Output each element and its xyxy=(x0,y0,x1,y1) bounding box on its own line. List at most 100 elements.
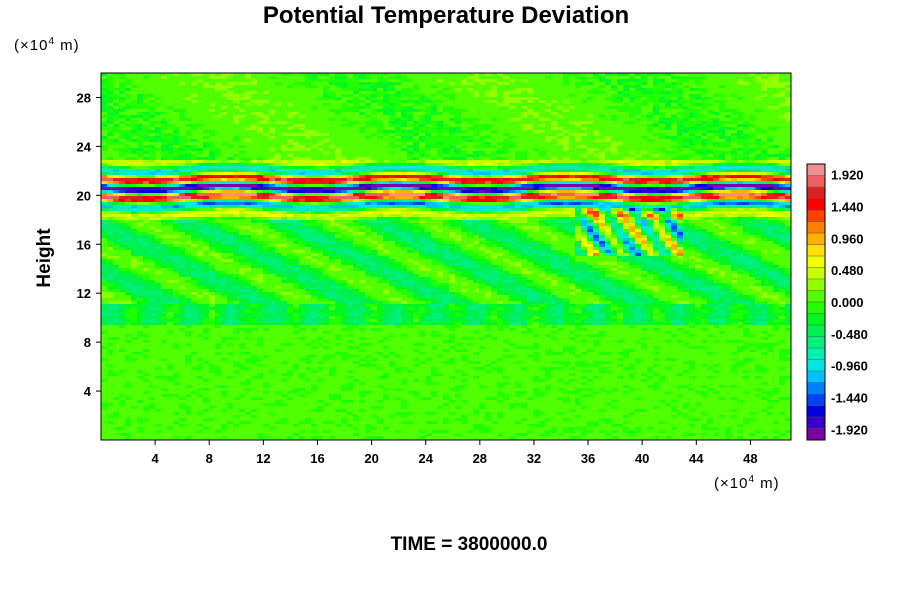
field-cell xyxy=(641,175,647,178)
field-cell xyxy=(161,163,167,166)
field-cell xyxy=(419,121,425,124)
field-cell xyxy=(449,154,455,157)
field-cell xyxy=(749,226,755,229)
field-cell xyxy=(401,223,407,226)
field-cell xyxy=(575,223,581,226)
field-cell xyxy=(353,232,359,235)
field-cell xyxy=(653,223,659,226)
field-cell xyxy=(521,193,527,196)
field-cell xyxy=(215,271,221,274)
field-cell xyxy=(287,229,293,232)
field-cell xyxy=(185,178,191,181)
field-cell xyxy=(737,259,743,262)
field-cell xyxy=(239,169,245,172)
field-cell xyxy=(449,175,455,178)
field-cell xyxy=(263,133,269,136)
field-cell xyxy=(503,142,509,145)
field-cell xyxy=(287,238,293,241)
field-cell xyxy=(725,172,731,175)
field-cell xyxy=(749,232,755,235)
field-cell xyxy=(107,172,113,175)
field-cell xyxy=(203,214,209,217)
field-cell xyxy=(107,91,113,94)
field-cell xyxy=(497,196,503,199)
field-cell xyxy=(677,187,683,190)
field-cell xyxy=(605,235,611,238)
field-cell xyxy=(569,169,575,172)
field-cell xyxy=(185,262,191,265)
field-cell xyxy=(239,172,245,175)
field-cell xyxy=(737,217,743,220)
field-cell xyxy=(101,226,107,229)
field-cell xyxy=(617,106,623,109)
field-cell xyxy=(629,190,635,193)
field-cell xyxy=(665,238,671,241)
field-cell xyxy=(389,220,395,223)
field-cell xyxy=(713,163,719,166)
field-cell xyxy=(695,202,701,205)
field-cell xyxy=(101,166,107,169)
field-cell xyxy=(629,247,635,250)
field-cell xyxy=(215,169,221,172)
field-cell xyxy=(377,100,383,103)
field-cell xyxy=(305,76,311,79)
field-cell xyxy=(485,166,491,169)
field-cell xyxy=(659,220,665,223)
field-cell xyxy=(173,208,179,211)
field-cell xyxy=(131,181,137,184)
field-cell xyxy=(125,79,131,82)
field-cell xyxy=(575,214,581,217)
field-cell xyxy=(659,226,665,229)
field-cell xyxy=(437,178,443,181)
field-cell xyxy=(677,148,683,151)
field-cell xyxy=(713,121,719,124)
field-cell xyxy=(125,103,131,106)
field-cell xyxy=(131,247,137,250)
field-cell xyxy=(335,199,341,202)
field-cell xyxy=(461,205,467,208)
field-cell xyxy=(569,226,575,229)
field-cell xyxy=(371,112,377,115)
field-cell xyxy=(335,247,341,250)
field-cell xyxy=(689,205,695,208)
field-cell xyxy=(425,136,431,139)
field-cell xyxy=(755,145,761,148)
field-cell xyxy=(107,181,113,184)
field-cell xyxy=(641,100,647,103)
field-cell xyxy=(371,247,377,250)
field-cell xyxy=(215,223,221,226)
field-cell xyxy=(455,130,461,133)
field-cell xyxy=(599,247,605,250)
field-cell xyxy=(191,220,197,223)
field-cell xyxy=(125,115,131,118)
field-cell xyxy=(575,205,581,208)
field-cell xyxy=(749,205,755,208)
field-cell xyxy=(629,232,635,235)
field-cell xyxy=(191,262,197,265)
field-cell xyxy=(563,184,569,187)
field-cell xyxy=(485,241,491,244)
field-cell xyxy=(611,160,617,163)
field-cell xyxy=(479,205,485,208)
field-cell xyxy=(707,232,713,235)
field-cell xyxy=(569,208,575,211)
field-cell xyxy=(617,259,623,262)
field-cell xyxy=(125,160,131,163)
field-cell xyxy=(485,127,491,130)
field-cell xyxy=(359,256,365,259)
field-cell xyxy=(569,166,575,169)
field-cell xyxy=(689,94,695,97)
field-cell xyxy=(173,223,179,226)
field-cell xyxy=(581,226,587,229)
field-cell xyxy=(659,127,665,130)
field-cell xyxy=(719,244,725,247)
field-cell xyxy=(683,160,689,163)
field-cell xyxy=(215,148,221,151)
field-cell xyxy=(557,106,563,109)
field-cell xyxy=(371,262,377,265)
field-cell xyxy=(521,232,527,235)
field-cell xyxy=(101,235,107,238)
field-cell xyxy=(671,232,677,235)
field-cell xyxy=(473,166,479,169)
field-cell xyxy=(137,154,143,157)
